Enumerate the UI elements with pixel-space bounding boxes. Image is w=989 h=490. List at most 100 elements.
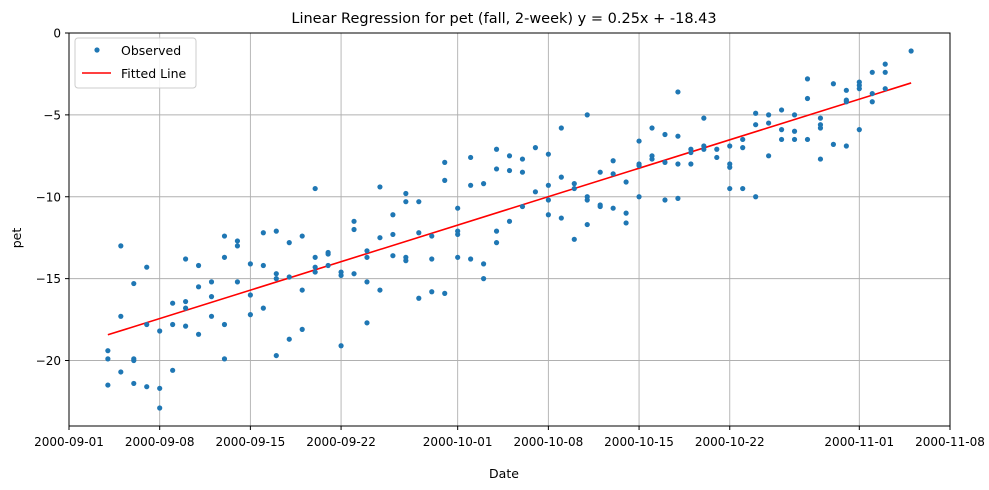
legend-marker-observed bbox=[94, 47, 100, 53]
observed-point bbox=[882, 86, 888, 92]
observed-point bbox=[662, 197, 668, 203]
observed-point bbox=[506, 153, 513, 159]
observed-point bbox=[727, 143, 733, 149]
observed-point bbox=[623, 179, 629, 185]
observed-point bbox=[804, 76, 811, 82]
observed-point bbox=[727, 185, 733, 192]
observed-point bbox=[312, 264, 318, 270]
observed-point bbox=[390, 212, 396, 218]
observed-point bbox=[688, 161, 694, 167]
observed-point bbox=[753, 194, 759, 200]
observed-point bbox=[545, 212, 551, 218]
observed-point bbox=[701, 115, 707, 121]
observed-point bbox=[869, 90, 875, 97]
observed-point bbox=[377, 184, 383, 190]
y-axis-label: pet bbox=[9, 228, 24, 249]
chart-title: Linear Regression for pet (fall, 2-week)… bbox=[291, 11, 716, 27]
observed-point bbox=[623, 210, 629, 216]
observed-point bbox=[597, 169, 603, 175]
observed-point bbox=[118, 243, 124, 249]
observed-point bbox=[273, 352, 279, 359]
observed-point bbox=[286, 336, 292, 342]
observed-point bbox=[455, 231, 461, 238]
observed-point bbox=[597, 203, 603, 210]
observed-points-layer bbox=[105, 48, 914, 411]
observed-point bbox=[416, 199, 422, 205]
observed-point bbox=[312, 269, 318, 275]
observed-point bbox=[403, 258, 409, 264]
fitted-line bbox=[107, 82, 912, 336]
observed-point bbox=[221, 233, 228, 239]
observed-point bbox=[403, 199, 409, 205]
observed-point bbox=[714, 146, 720, 152]
observed-point bbox=[118, 369, 124, 375]
observed-point bbox=[493, 240, 500, 246]
y-tick-label: −10 bbox=[36, 190, 61, 204]
observed-point bbox=[364, 320, 370, 326]
observed-point bbox=[260, 230, 266, 236]
observed-point bbox=[675, 89, 681, 95]
observed-point bbox=[221, 356, 228, 362]
observed-point bbox=[558, 215, 564, 221]
observed-point bbox=[856, 127, 862, 133]
observed-point bbox=[584, 221, 590, 228]
observed-point bbox=[208, 313, 215, 319]
legend: Observed Fitted Line bbox=[74, 37, 197, 89]
observed-point bbox=[144, 384, 150, 390]
observed-point bbox=[105, 348, 111, 354]
observed-point bbox=[338, 343, 344, 349]
observed-point bbox=[170, 367, 176, 373]
observed-point bbox=[740, 185, 746, 192]
observed-point bbox=[234, 238, 241, 244]
y-tick-label: −5 bbox=[43, 108, 61, 122]
observed-point bbox=[545, 151, 551, 157]
observed-point bbox=[195, 331, 202, 337]
observed-point bbox=[183, 298, 189, 305]
observed-point bbox=[208, 279, 215, 285]
observed-point bbox=[766, 120, 772, 126]
y-axis: −20 −15 −10 −5 0 bbox=[36, 27, 69, 368]
observed-point bbox=[636, 163, 642, 169]
observed-point bbox=[636, 138, 642, 144]
y-tick-label: −15 bbox=[36, 272, 61, 286]
observed-point bbox=[662, 131, 668, 138]
observed-point bbox=[299, 287, 305, 293]
observed-point bbox=[558, 125, 564, 131]
observed-point bbox=[545, 182, 551, 188]
observed-point bbox=[610, 171, 616, 177]
x-axis-label: Date bbox=[489, 466, 519, 481]
observed-point bbox=[843, 143, 849, 149]
observed-point bbox=[480, 261, 487, 267]
observed-point bbox=[766, 153, 772, 159]
observed-point bbox=[273, 271, 279, 277]
observed-point bbox=[766, 112, 772, 118]
observed-point bbox=[519, 169, 526, 175]
observed-point bbox=[299, 233, 305, 239]
observed-point bbox=[753, 110, 759, 116]
observed-point bbox=[338, 272, 344, 278]
observed-point bbox=[118, 313, 124, 319]
observed-point bbox=[817, 156, 824, 162]
observed-point bbox=[740, 136, 746, 143]
observed-point bbox=[740, 145, 746, 151]
observed-point bbox=[299, 326, 305, 332]
observed-point bbox=[157, 405, 163, 411]
observed-point bbox=[390, 231, 396, 238]
observed-point bbox=[817, 125, 824, 131]
fitted-line-layer bbox=[107, 82, 912, 336]
observed-point bbox=[506, 218, 513, 224]
observed-point bbox=[791, 136, 798, 143]
observed-point bbox=[584, 112, 590, 118]
observed-point bbox=[688, 149, 694, 156]
observed-point bbox=[221, 254, 228, 260]
observed-point bbox=[416, 230, 422, 236]
observed-point bbox=[558, 174, 564, 180]
observed-point bbox=[351, 226, 357, 233]
observed-point bbox=[662, 159, 668, 165]
observed-point bbox=[364, 254, 370, 260]
observed-point bbox=[532, 145, 539, 151]
x-tick-label: 2000-10-15 bbox=[604, 435, 674, 449]
x-tick-label: 2000-09-01 bbox=[34, 435, 104, 449]
y-tick-label: −20 bbox=[36, 354, 61, 368]
observed-point bbox=[675, 195, 681, 201]
